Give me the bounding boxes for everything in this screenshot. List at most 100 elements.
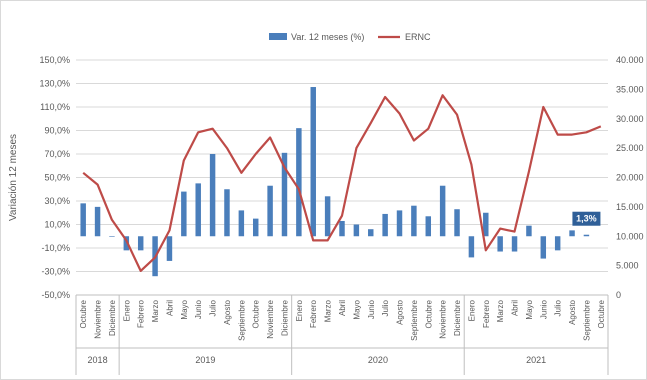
y-tick-label: 70,0% <box>44 149 70 159</box>
bar <box>166 236 173 261</box>
bar <box>497 236 503 252</box>
x-tick-label: Diciembre <box>108 299 117 336</box>
left-axis: -50,0% -30,0% -10,0% 10,0% 30,0% 50,0% 70,0% 90… <box>39 55 70 300</box>
bar <box>123 236 130 251</box>
year-label: 2018 <box>88 355 108 365</box>
x-tick-label: Agosto <box>568 299 577 324</box>
y2-tick-label: 40.000 <box>616 55 644 65</box>
x-tick-label: Mayo <box>525 299 534 319</box>
x-tick-label: Enero <box>467 299 476 321</box>
bar <box>569 230 575 237</box>
x-tick-label: Febrero <box>137 299 146 328</box>
bar <box>368 229 374 237</box>
x-tick-label: Mayo <box>180 299 189 319</box>
annotations: 1,3% <box>572 211 601 226</box>
bar <box>425 216 432 237</box>
annotation-box <box>572 211 601 226</box>
x-tick-label: Septiembre <box>237 299 246 340</box>
x-tick-label: Noviembre <box>94 299 103 338</box>
y2-tick-label: 5.000 <box>616 261 639 271</box>
x-tick-label: Diciembre <box>453 299 462 336</box>
bar <box>209 154 216 237</box>
y-tick-label: -50,0% <box>41 290 70 300</box>
bar <box>339 220 345 237</box>
y-axis-title: Variación 12 meses <box>8 134 19 221</box>
x-tick-label: Julio <box>209 299 218 316</box>
bar-series <box>80 87 590 277</box>
y2-tick-label: 15.000 <box>616 202 644 212</box>
x-tick-label: Junio <box>194 299 203 319</box>
x-tick-label: Diciembre <box>280 299 289 336</box>
bar <box>439 185 446 237</box>
y2-tick-label: 0 <box>616 290 621 300</box>
bar <box>224 189 230 237</box>
y-tick-label: -30,0% <box>41 267 70 277</box>
bar <box>382 213 388 237</box>
y-tick-label: 10,0% <box>44 220 70 230</box>
x-tick-label: Marzo <box>151 299 160 322</box>
right-axis: 0 5.000 10.000 15.000 20.000 25.000 30.000 35.0… <box>616 55 644 300</box>
x-tick-label: Agosto <box>223 299 232 324</box>
bar <box>468 236 475 258</box>
category-axis: Octubre Noviembre Diciembre Enero Febrero Mar… <box>75 294 609 375</box>
ernc-line <box>82 94 602 272</box>
y-tick-label: 150,0% <box>39 55 70 65</box>
x-tick-label: Junio <box>367 299 376 319</box>
bar <box>296 128 302 237</box>
annotation-label: 1,3% <box>576 214 597 224</box>
x-tick-label: Octubre <box>79 299 88 328</box>
y-tick-label: 90,0% <box>44 126 70 136</box>
x-tick-label: Enero <box>295 299 304 321</box>
x-tick-label: Octubre <box>252 299 261 328</box>
x-tick-label: Enero <box>122 299 131 321</box>
y2-tick-label: 35.000 <box>616 84 644 94</box>
x-tick-label: Septiembre <box>410 299 419 340</box>
y2-tick-label: 10.000 <box>616 231 644 241</box>
bar <box>137 236 144 251</box>
x-tick-label: Octubre <box>424 299 433 328</box>
y-tick-label: 110,0% <box>40 102 70 112</box>
x-tick-label: Marzo <box>324 299 333 322</box>
x-tick-label: Noviembre <box>439 299 448 338</box>
x-tick-label: Marzo <box>496 299 505 322</box>
x-tick-label: Julio <box>381 299 390 316</box>
bar <box>411 205 417 237</box>
x-tick-label: Noviembre <box>266 299 275 338</box>
y-tick-label: 30,0% <box>44 196 70 206</box>
bar <box>583 234 590 237</box>
bar <box>324 196 331 237</box>
y-tick-label: 130,0% <box>39 79 70 89</box>
y2-tick-label: 20.000 <box>616 173 644 183</box>
y-tick-label: 50,0% <box>44 173 70 183</box>
bar <box>181 191 187 237</box>
bar <box>554 236 561 251</box>
bar <box>396 210 403 237</box>
bar <box>483 212 489 237</box>
year-label: 2019 <box>195 355 215 365</box>
x-tick-label: Abril <box>338 300 347 316</box>
x-tick-label: Febrero <box>482 299 491 328</box>
bar <box>526 225 532 237</box>
x-tick-label: Junio <box>539 299 548 319</box>
x-tick-label: Septiembre <box>582 299 591 340</box>
bar <box>195 183 201 237</box>
legend-label-bar: Var. 12 meses (%) <box>291 32 364 42</box>
y2-tick-label: 30.000 <box>616 114 644 124</box>
legend-swatch-bar <box>269 33 287 40</box>
bar <box>511 236 518 252</box>
bar <box>454 209 460 237</box>
bar <box>252 218 259 237</box>
bar <box>353 224 360 237</box>
bar <box>310 87 316 237</box>
x-tick-label: Abril <box>511 300 520 316</box>
y-tick-label: -10,0% <box>41 243 70 253</box>
bar <box>94 206 101 237</box>
bar <box>109 236 115 237</box>
bar <box>281 152 288 237</box>
x-tick-label: Febrero <box>309 299 318 328</box>
x-tick-label: Octubre <box>597 299 606 328</box>
x-tick-label: Mayo <box>352 299 361 319</box>
